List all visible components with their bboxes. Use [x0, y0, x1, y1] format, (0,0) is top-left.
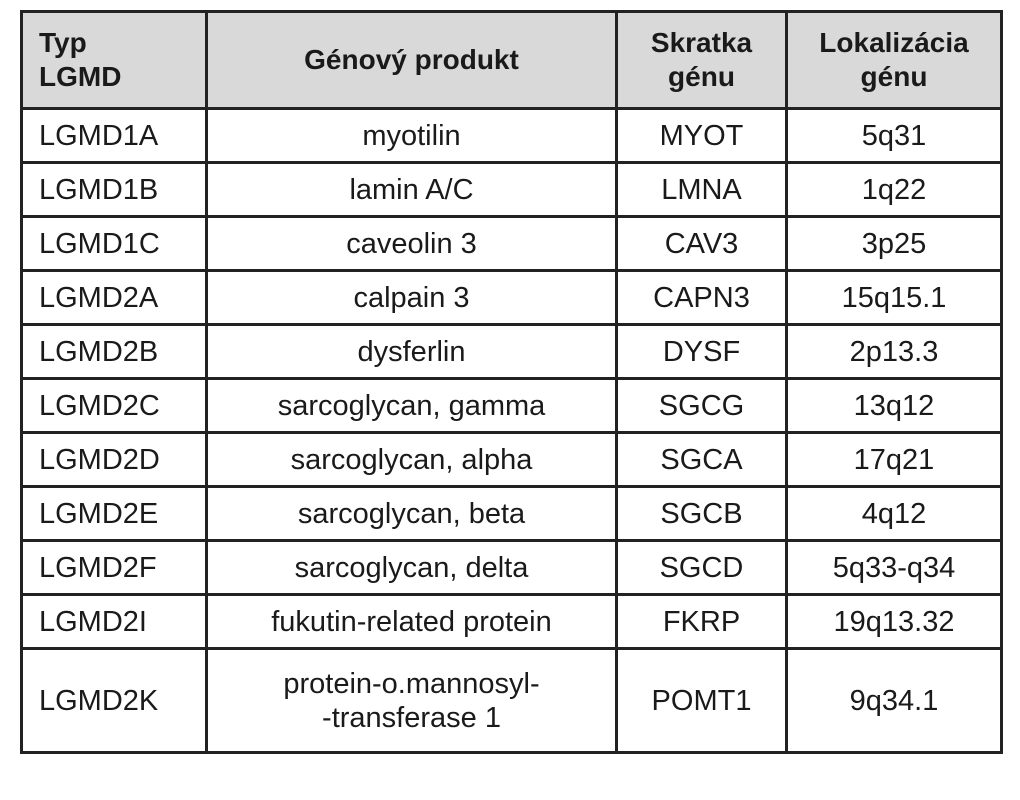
table-cell: DYSF [615, 323, 788, 380]
table-cell: LGMD1A [20, 107, 208, 164]
table-cell: SGCB [615, 485, 788, 542]
table-row: LGMD1C caveolin 3 CAV3 3p25 [20, 215, 1003, 272]
table-cell: protein-o.mannosyl- -transferase 1 [205, 647, 618, 754]
table-cell: 13q12 [785, 377, 1003, 434]
cell-line: Typ [39, 27, 87, 58]
table-row: LGMD1A myotilin MYOT 5q31 [20, 107, 1003, 164]
table-cell: 17q21 [785, 431, 1003, 488]
table-cell: dysferlin [205, 323, 618, 380]
cell-line: LGMD [39, 61, 122, 92]
lgmd-table: Typ LGMD Génový produkt Skratka génu Lokalizá… [20, 10, 1003, 754]
table-cell: LGMD2C [20, 377, 208, 434]
table-cell: LGMD2I [20, 593, 208, 650]
table-cell: LGMD2K [20, 647, 208, 754]
table-row: LGMD2E sarcoglycan, beta SGCB 4q12 [20, 485, 1003, 542]
cell-line: protein-o.mannosyl- [283, 667, 540, 700]
table-cell: sarcoglycan, alpha [205, 431, 618, 488]
table-cell: MYOT [615, 107, 788, 164]
table-row: LGMD2F sarcoglycan, delta SGCD 5q33-q34 [20, 539, 1003, 596]
table-cell: SGCA [615, 431, 788, 488]
table-cell: LGMD2D [20, 431, 208, 488]
table-cell: LGMD2B [20, 323, 208, 380]
table-cell: fukutin-related protein [205, 593, 618, 650]
cell-line: Génový produkt [304, 44, 519, 75]
table-cell: 15q15.1 [785, 269, 1003, 326]
table-cell: 3p25 [785, 215, 1003, 272]
table-cell: CAV3 [615, 215, 788, 272]
table-cell: 9q34.1 [785, 647, 1003, 754]
table-cell: LMNA [615, 161, 788, 218]
cell-line: Lokalizácia [819, 27, 969, 58]
header-row: Typ LGMD Génový produkt Skratka génu Lokalizá… [20, 10, 1003, 110]
table-cell: caveolin 3 [205, 215, 618, 272]
table-cell: SGCG [615, 377, 788, 434]
table-row: LGMD2I fukutin-related protein FKRP 19q13.3… [20, 593, 1003, 650]
table-cell: CAPN3 [615, 269, 788, 326]
table-cell: 4q12 [785, 485, 1003, 542]
table-cell: POMT1 [615, 647, 788, 754]
table-row: LGMD2B dysferlin DYSF 2p13.3 [20, 323, 1003, 380]
table-cell: myotilin [205, 107, 618, 164]
table-cell: LGMD1C [20, 215, 208, 272]
table-row: LGMD1B lamin A/C LMNA 1q22 [20, 161, 1003, 218]
table-cell: 5q33-q34 [785, 539, 1003, 596]
table-cell: FKRP [615, 593, 788, 650]
header-cell: Lokalizácia génu [785, 10, 1003, 110]
cell-line: génu [668, 61, 735, 92]
table-cell: sarcoglycan, delta [205, 539, 618, 596]
table-cell: 5q31 [785, 107, 1003, 164]
table-cell: LGMD2F [20, 539, 208, 596]
table-cell: sarcoglycan, gamma [205, 377, 618, 434]
cell-line: Skratka [650, 27, 753, 58]
table-cell: lamin A/C [205, 161, 618, 218]
table-cell: 2p13.3 [785, 323, 1003, 380]
table-header: Typ LGMD Génový produkt Skratka génu Lokalizá… [20, 10, 1003, 110]
table-cell: sarcoglycan, beta [205, 485, 618, 542]
table-cell: LGMD2A [20, 269, 208, 326]
cell-line: génu [860, 61, 928, 92]
table-cell: LGMD2E [20, 485, 208, 542]
table-cell: SGCD [615, 539, 788, 596]
table-row: LGMD2C sarcoglycan, gamma SGCG 13q12 [20, 377, 1003, 434]
table-cell: 1q22 [785, 161, 1003, 218]
header-cell: Typ LGMD [20, 10, 208, 110]
header-cell: Génový produkt [205, 10, 618, 110]
table-body: LGMD1A myotilin MYOT 5q31 LGMD1B lamin A/C LMN… [20, 107, 1003, 754]
table-cell: calpain 3 [205, 269, 618, 326]
table-row: LGMD2D sarcoglycan, alpha SGCA 17q21 [20, 431, 1003, 488]
table-cell: LGMD1B [20, 161, 208, 218]
table-cell: 19q13.32 [785, 593, 1003, 650]
cell-line: -transferase 1 [322, 701, 501, 734]
header-cell: Skratka génu [615, 10, 788, 110]
table-row: LGMD2A calpain 3 CAPN3 15q15.1 [20, 269, 1003, 326]
